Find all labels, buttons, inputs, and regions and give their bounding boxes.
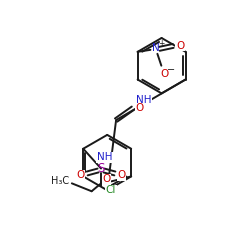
Text: NH: NH <box>97 152 112 162</box>
Text: O: O <box>160 68 168 78</box>
Text: NH: NH <box>136 95 152 105</box>
Text: O: O <box>76 170 84 180</box>
Text: O: O <box>176 41 184 51</box>
Text: O: O <box>136 103 144 113</box>
Text: N: N <box>152 43 159 53</box>
Text: −: − <box>167 64 175 74</box>
Text: S: S <box>97 162 105 175</box>
Text: O: O <box>102 174 110 184</box>
Text: Cl: Cl <box>106 185 116 195</box>
Text: +: + <box>158 40 164 48</box>
Text: H₃C: H₃C <box>51 176 69 186</box>
Text: O: O <box>118 170 126 180</box>
